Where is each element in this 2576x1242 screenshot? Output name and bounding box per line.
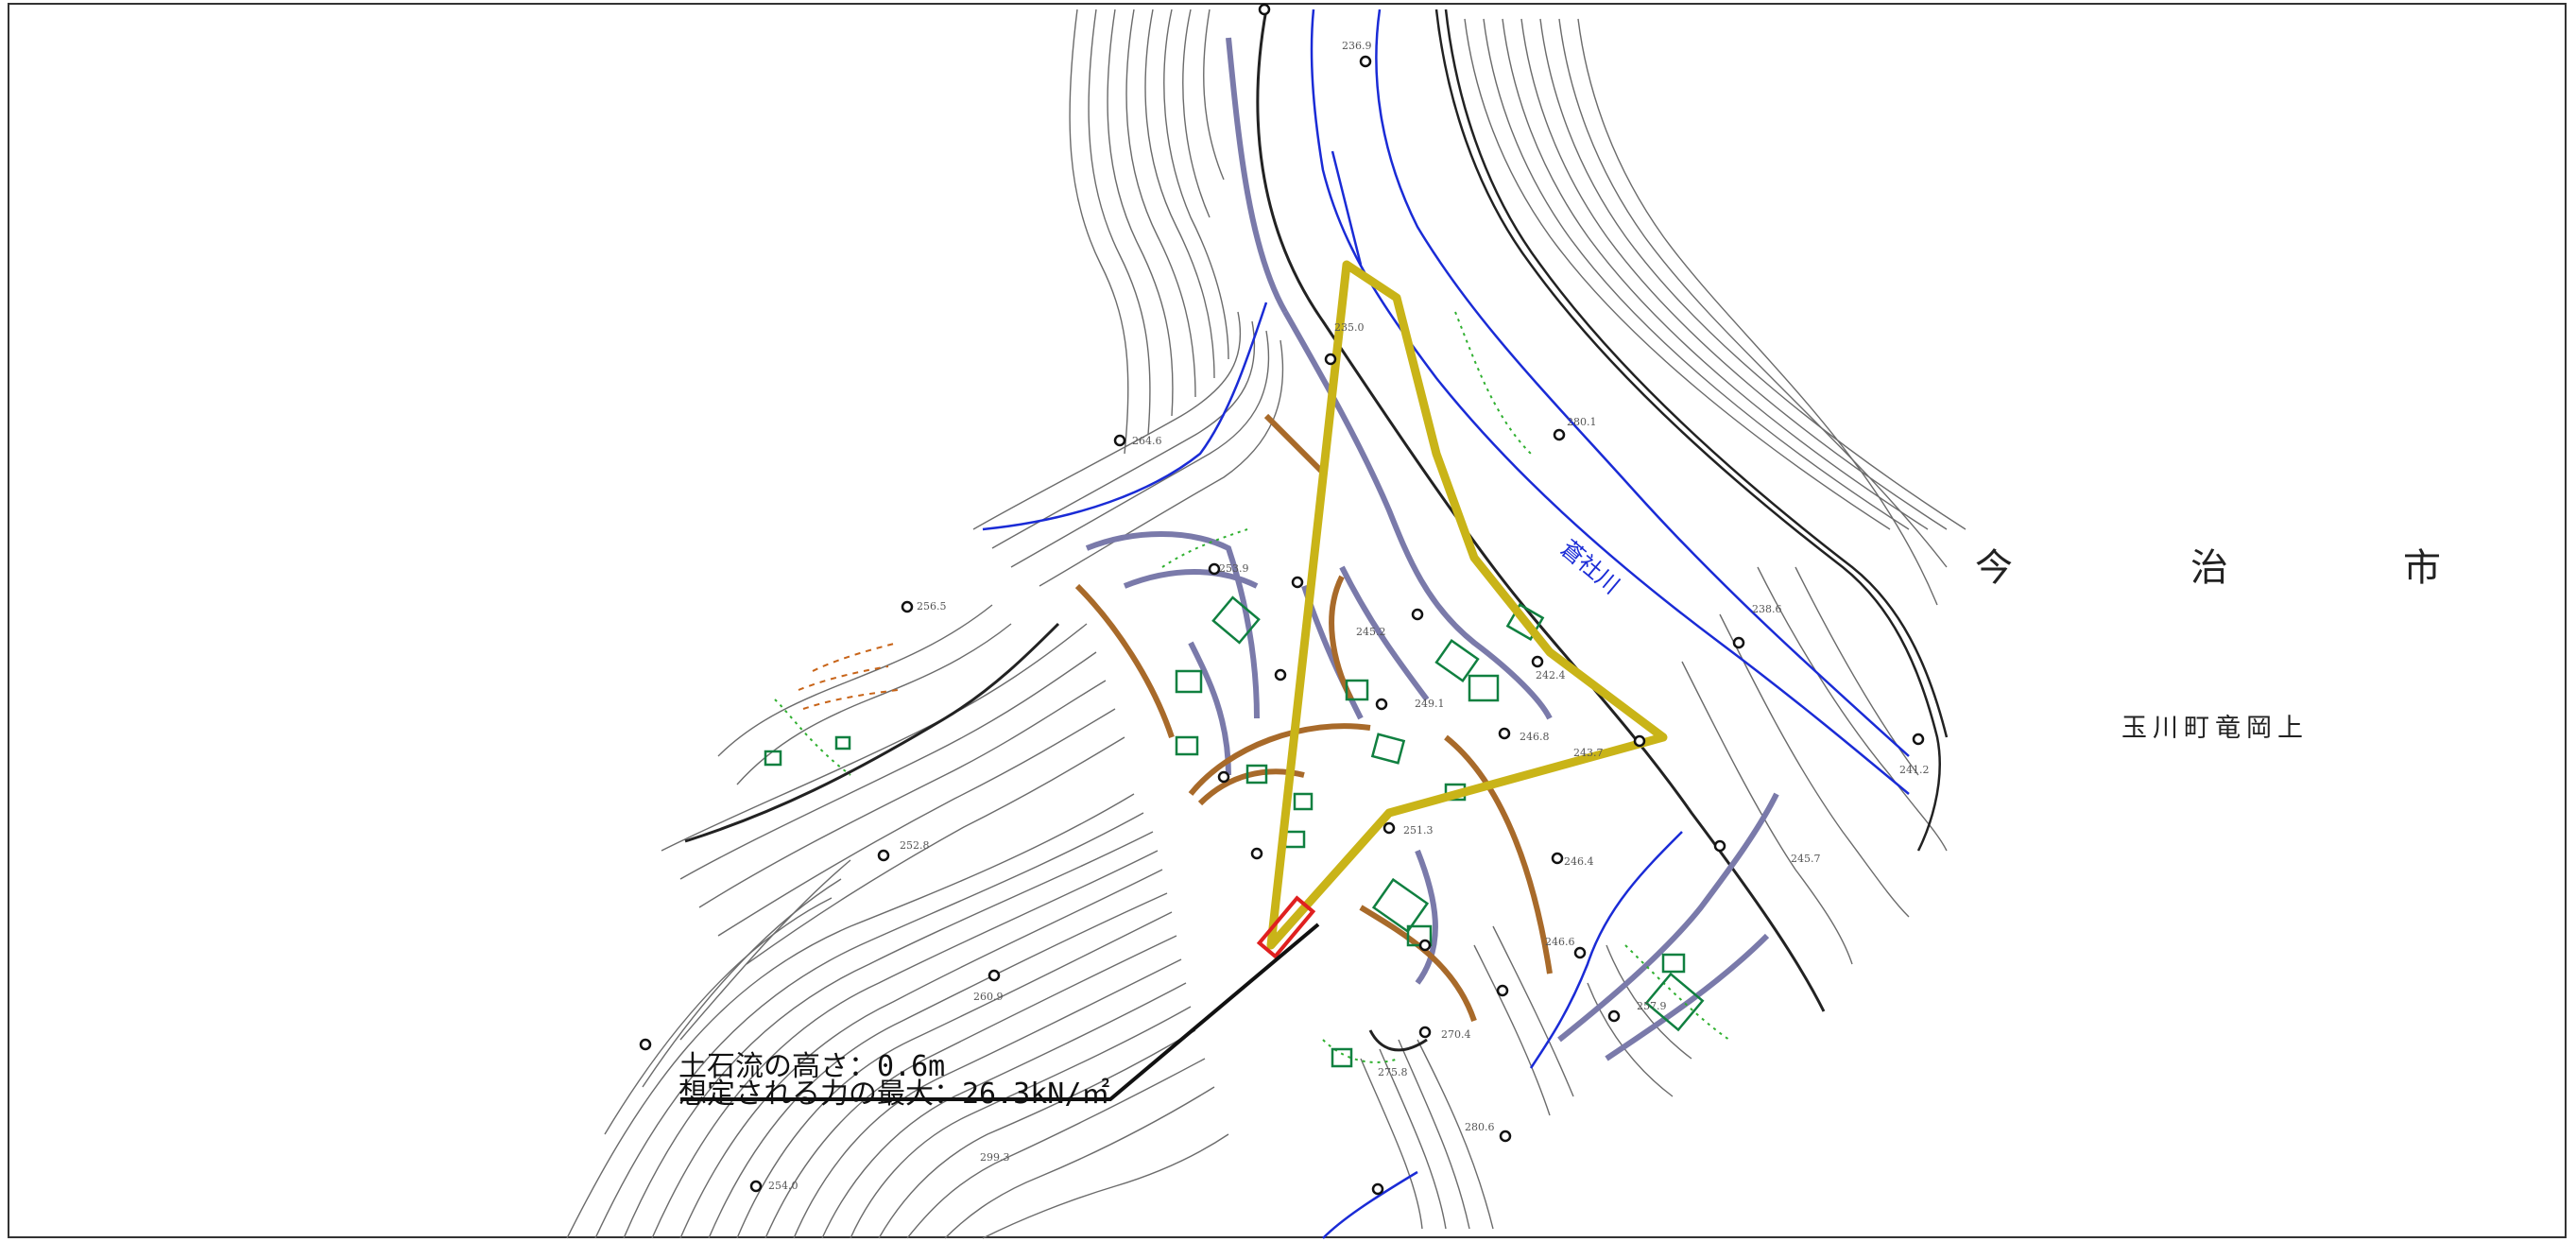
elev-label: 241.2: [1899, 764, 1930, 776]
elev-label: 246.6: [1545, 936, 1575, 948]
elev-label: 299.3: [980, 1151, 1010, 1164]
elev-label: 243.7: [1573, 747, 1604, 759]
elev-label: 275.8: [1378, 1066, 1408, 1078]
dashed-terraces: [798, 642, 899, 710]
river-label: 蒼社川: [1555, 535, 1624, 599]
elev-label: 242.4: [1536, 669, 1566, 681]
river: [982, 9, 1910, 1239]
elev-label: 235.0: [1334, 321, 1365, 334]
elev-label: 264.6: [1132, 435, 1162, 447]
survey-points: [639, 3, 1925, 1196]
elev-label: 245.7: [1791, 853, 1821, 865]
elev-label: 249.1: [1415, 698, 1445, 710]
hazard-zone-outline: [1266, 260, 1668, 950]
elev-label: 245.2: [1356, 626, 1386, 638]
vegetation-boundaries: [774, 311, 1730, 1063]
elev-label: 280.1: [1567, 416, 1597, 428]
contour-lines: [566, 9, 1966, 1239]
elev-label: 252.8: [900, 839, 930, 852]
elev-label: 251.3: [1403, 824, 1434, 837]
elev-label: 254.0: [768, 1180, 799, 1192]
elev-label: 238.6: [1752, 603, 1782, 615]
city-name-char: 今: [1975, 546, 2013, 590]
debris-flow-height: 土石流の高さ：0.6m: [678, 1050, 946, 1083]
target-building: [1256, 895, 1316, 959]
elev-label: 280.6: [1465, 1121, 1495, 1133]
city-name-char: 市: [2403, 546, 2441, 590]
annotation-leader-line: [680, 923, 1320, 1101]
elev-label: 246.8: [1520, 731, 1550, 743]
map-frame: [8, 3, 2567, 1238]
elevation-labels: 236.9 235.0 253.9 245.2 249.1 246.8 243.…: [768, 40, 1930, 1192]
elev-label: 270.4: [1441, 1028, 1471, 1041]
max-force: 想定される力の最大：26.3kN/㎡: [678, 1078, 1110, 1111]
elev-label: 246.4: [1564, 855, 1594, 868]
elev-label: 257.9: [1637, 1000, 1667, 1012]
elev-label: 260.9: [973, 991, 1004, 1003]
elev-label: 253.9: [1219, 562, 1249, 575]
elev-label: 236.9: [1342, 40, 1372, 52]
roads: [684, 9, 1949, 1061]
town-name: 玉川町竜岡上: [2121, 714, 2309, 743]
buildings: [764, 595, 1705, 1068]
elev-label: 256.5: [917, 600, 947, 612]
city-name-char: 治: [2190, 546, 2228, 590]
